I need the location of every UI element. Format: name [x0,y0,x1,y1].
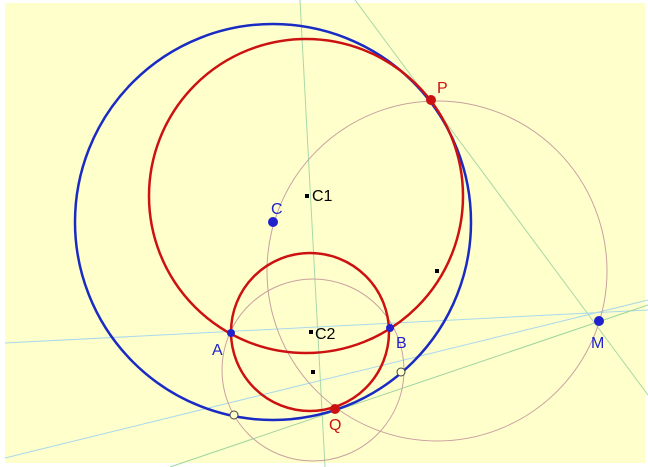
label-p: P [437,80,448,97]
hollow-point-left[interactable] [229,410,239,420]
green-secant-line [169,304,648,467]
blue-circle[interactable] [73,22,473,422]
label-c1: C1 [312,188,333,205]
vertical-axis-line [299,0,326,467]
center-c1-marker [305,194,309,198]
point-a[interactable] [227,329,235,337]
label-b: B [396,335,407,352]
large-construction-circle [266,100,608,442]
center-c2-marker [309,330,313,334]
line-through-m-lower [4,299,648,459]
drawing-area [5,3,645,463]
label-m: M [591,335,604,352]
center-large-circle-marker [435,269,439,273]
label-a: A [212,342,223,359]
point-b[interactable] [386,324,394,332]
label-c2: C2 [315,326,336,343]
point-p[interactable] [426,95,436,105]
label-q: Q [329,417,341,434]
point-c[interactable] [268,217,278,227]
point-q[interactable] [330,404,340,414]
center-small-circle-marker [311,370,315,374]
label-c: C [271,201,283,218]
hollow-point-right[interactable] [396,367,406,377]
red-circle-c1[interactable] [147,37,465,355]
point-m[interactable] [594,316,604,326]
tangent-line-p [354,0,648,396]
